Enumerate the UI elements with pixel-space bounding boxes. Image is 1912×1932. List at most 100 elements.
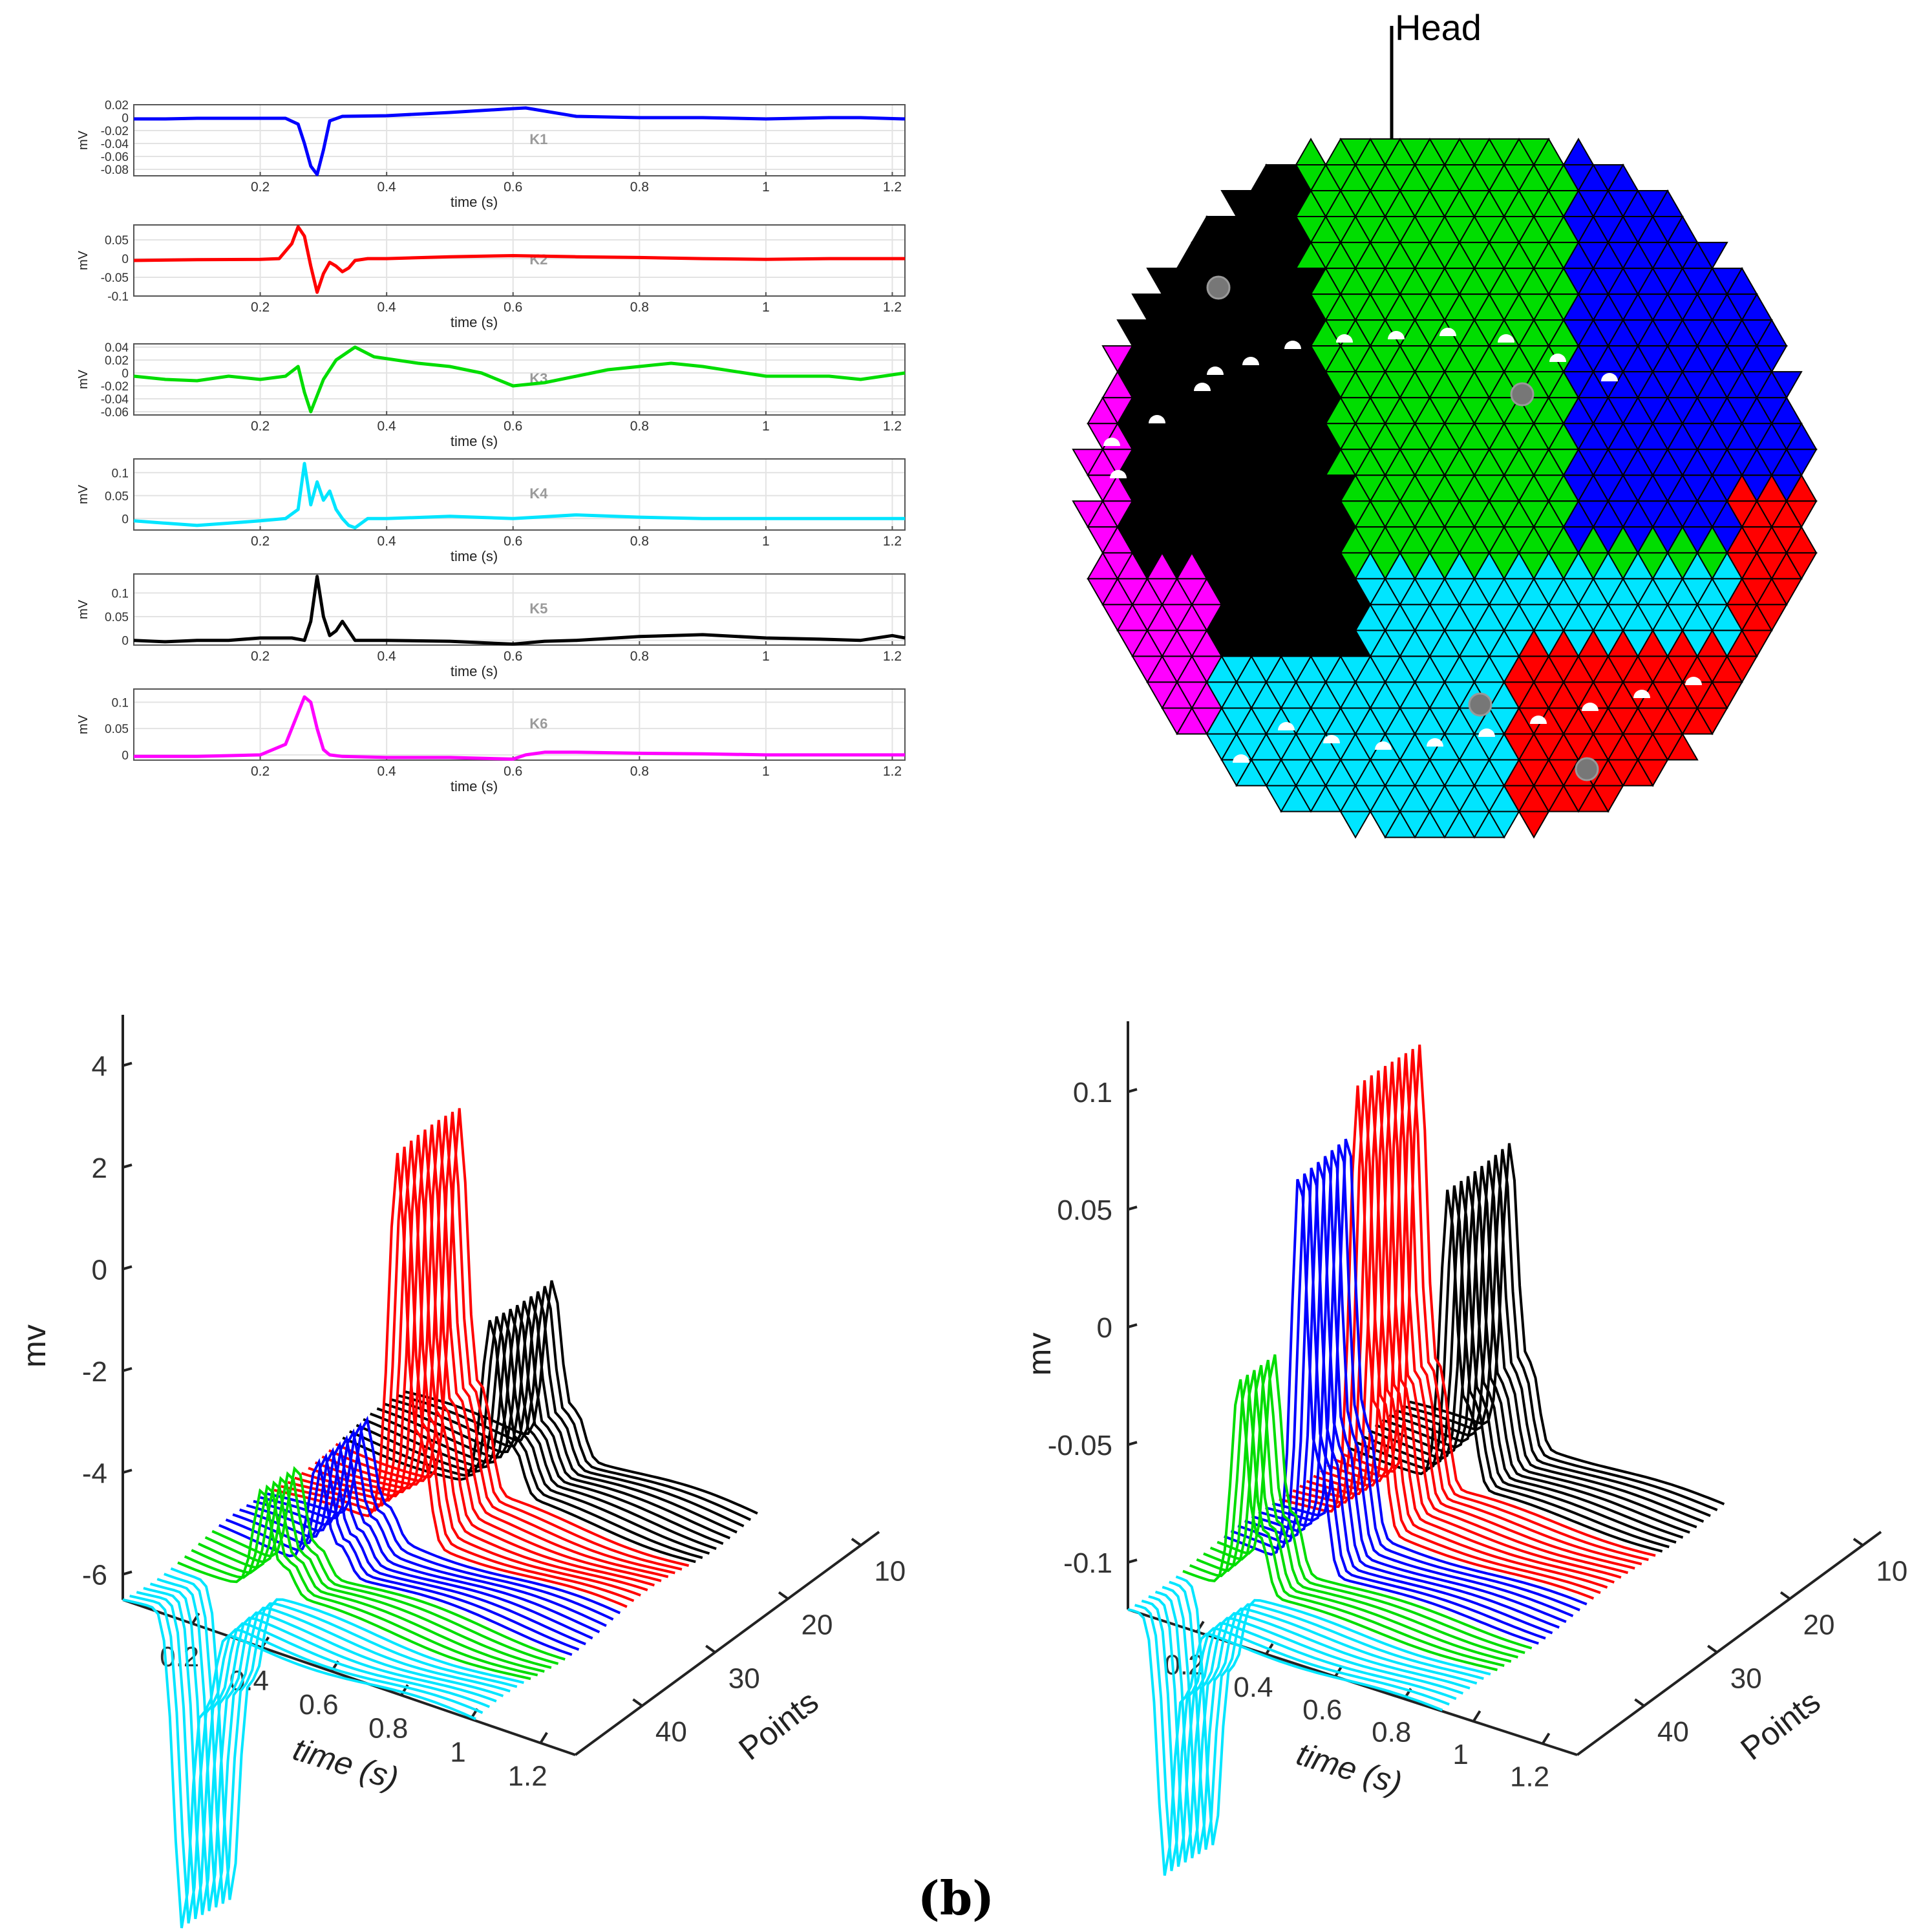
- channel-plot-k4: 0.2 0.4 0.6 0.8 1 1.2 0.1 0.05 0 time (s) mV K4: [76, 458, 906, 564]
- x-tick-label: 1: [762, 764, 770, 779]
- series-line-k6: [134, 695, 905, 761]
- z-axis-label: mv: [1021, 1333, 1057, 1376]
- depth-tick-mark: [705, 1644, 716, 1653]
- trace-blue: [1271, 1138, 1588, 1606]
- electrode-grey-marker: [1206, 275, 1231, 300]
- electrode-marker: [1110, 470, 1127, 478]
- series-label: K5: [529, 600, 547, 617]
- depth-tick-label: 40: [655, 1716, 687, 1748]
- series-line-k2: [133, 225, 905, 294]
- electrode-marker: [1284, 341, 1301, 349]
- x-tick-label: 1.2: [883, 419, 902, 434]
- axes-frame: [133, 688, 906, 761]
- y-tick-label: -0.1: [107, 290, 129, 304]
- z-tick-label: 0: [92, 1254, 107, 1286]
- x-tick-label: 0.8: [630, 419, 649, 434]
- x-tick-label: 0.2: [251, 764, 270, 779]
- trace-cyan: [1175, 1575, 1491, 1845]
- x-axis-label: time (s): [451, 548, 498, 564]
- y-tick-label: 0: [122, 635, 129, 648]
- axes-frame: [133, 458, 906, 531]
- mesh-triangle: [1637, 759, 1669, 787]
- trace-red: [1306, 1066, 1622, 1579]
- y-axis-label: mV: [76, 599, 90, 619]
- electrode-marker: [1427, 738, 1443, 747]
- axes-frame: [133, 573, 906, 646]
- y-tick-label: 0.1: [112, 467, 129, 480]
- channel-plot-k6: 0.2 0.4 0.6 0.8 1 1.2 0.1 0.05 0 time (s) mV K6: [76, 688, 906, 794]
- y-tick-label: 0: [122, 513, 129, 526]
- x-tick-label: 0.8: [630, 300, 649, 315]
- depth-tick-label: 10: [874, 1556, 906, 1587]
- electrode-marker: [1478, 728, 1495, 737]
- y-tick-label: -0.06: [101, 151, 129, 164]
- x-tick-label: 1.2: [883, 534, 902, 549]
- x-tick-label: 0.8: [630, 180, 649, 195]
- trace-cyan: [1162, 1586, 1478, 1854]
- x-tick-label: 0.2: [251, 300, 270, 315]
- mesh-triangle: [1770, 578, 1803, 606]
- electrode-marker: [1233, 754, 1249, 763]
- electrode-marker: [1207, 366, 1224, 375]
- mesh-triangle: [1488, 811, 1520, 839]
- z-tick-mark: [122, 1061, 133, 1067]
- electrode-marker: [1323, 735, 1340, 743]
- y-tick-label: -0.04: [101, 138, 129, 151]
- trace-cyan: [143, 1587, 497, 1915]
- trace-red: [321, 1116, 675, 1575]
- x-tick-label: 0.6: [504, 300, 522, 315]
- x-tick-label: 1.2: [883, 764, 902, 779]
- trace-blue: [1224, 1178, 1539, 1645]
- x-tick-label: 0.6: [504, 419, 522, 434]
- trace-black: [1409, 1143, 1725, 1505]
- x-axis-label: time (s): [451, 778, 498, 794]
- y-tick-label: -0.04: [101, 393, 129, 407]
- y-tick-label: 0: [122, 367, 129, 381]
- z-tick-mark: [122, 1570, 133, 1576]
- electrode-marker: [1336, 334, 1353, 343]
- trace-red: [1285, 1080, 1601, 1595]
- channel-plot-k5: 0.2 0.4 0.6 0.8 1 1.2 0.1 0.05 0 time (s) mV K5: [76, 573, 906, 679]
- mesh-triangle: [1770, 371, 1803, 399]
- z-tick-label: -2: [82, 1356, 107, 1388]
- channel-plot-k1: 0.2 0.4 0.6 0.8 1 1.2 0.020-0.02-0.04-0.06-0.0…: [76, 99, 906, 210]
- waterfall-plot-right: 0.10.050-0.05-0.1mv0.20.40.60.811.2time …: [1021, 1021, 1907, 1876]
- mesh-triangle: [1696, 707, 1728, 736]
- z-tick-mark: [122, 1265, 133, 1271]
- trace-black: [1388, 1160, 1705, 1523]
- mesh-triangle: [1339, 811, 1372, 839]
- electrode-marker: [1388, 331, 1405, 339]
- trace-blue: [239, 1441, 593, 1640]
- electrode-marker: [1278, 722, 1295, 730]
- trace-black: [1381, 1165, 1697, 1529]
- y-tick-label: 0.05: [105, 611, 129, 624]
- time-tick-mark: [1541, 1732, 1551, 1745]
- electrode-marker: [1375, 741, 1392, 750]
- axes-frame: [133, 104, 906, 176]
- z-tick-mark: [122, 1163, 133, 1169]
- trace-blue: [232, 1447, 586, 1646]
- trace-red: [314, 1120, 669, 1578]
- x-tick-label: 0.2: [251, 180, 270, 195]
- depth-tick-label: 40: [1657, 1716, 1689, 1748]
- channel-plot-k2: 0.2 0.4 0.6 0.8 1 1.2 0.05 0 -0.05 -0.1 time (s) mV…: [76, 224, 906, 330]
- time-tick-label: 1.2: [508, 1761, 547, 1792]
- depth-tick-label: 20: [1803, 1609, 1835, 1641]
- trace-cyan: [170, 1567, 524, 1900]
- x-tick-label: 0.4: [377, 534, 397, 549]
- mesh-triangle: [1562, 137, 1595, 166]
- channel-plot-k3: 0.2 0.4 0.6 0.8 1 1.2 0.040.020-0.02-0.04-0.06…: [76, 341, 906, 449]
- x-tick-label: 0.4: [377, 764, 397, 779]
- y-axis-label: mV: [76, 714, 90, 734]
- trace-black: [342, 1320, 696, 1564]
- z-tick-label: 2: [92, 1152, 107, 1184]
- depth-tick-mark: [1853, 1538, 1864, 1547]
- depth-tick-label: 20: [802, 1609, 833, 1641]
- mesh-triangle: [1741, 630, 1773, 658]
- z-tick-mark: [1127, 1205, 1138, 1211]
- trace-red: [273, 1152, 628, 1608]
- trace-black: [1368, 1176, 1684, 1539]
- z-tick-mark: [1127, 1441, 1138, 1447]
- y-axis-label: mV: [76, 250, 90, 270]
